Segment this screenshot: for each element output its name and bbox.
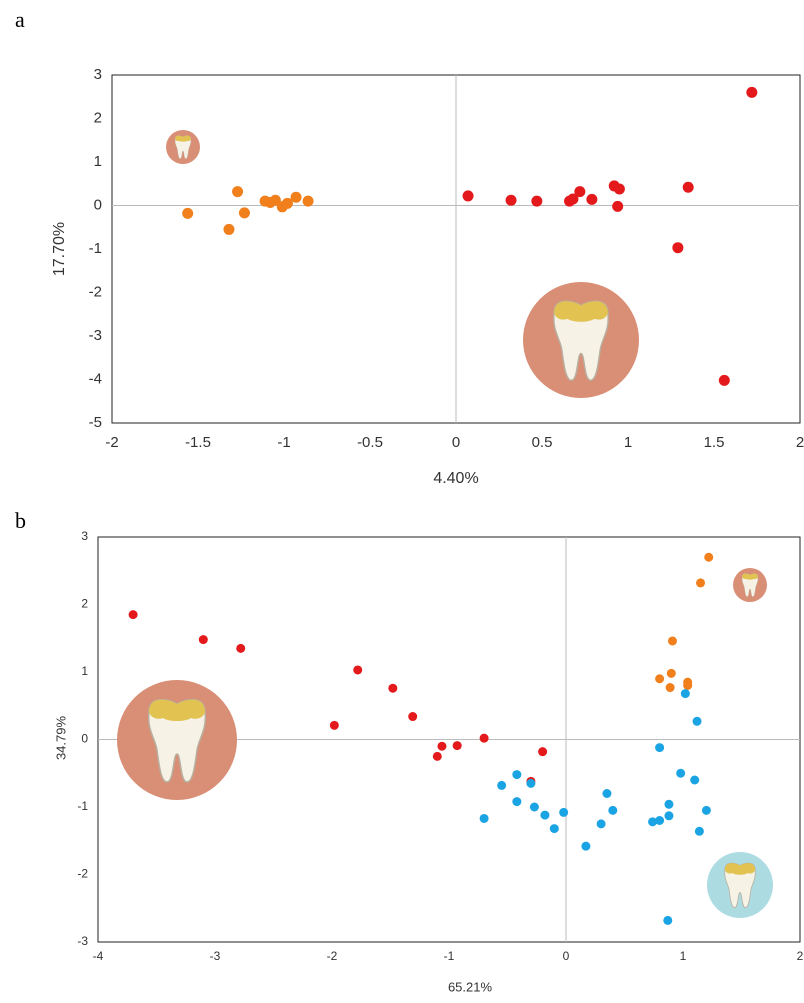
data-point [437,742,446,751]
x-tick-label: -2 [105,434,118,451]
data-point [463,190,474,201]
y-axis-title: 34.79% [53,716,68,761]
data-point [672,242,683,253]
x-tick-label: 2 [796,434,804,451]
y-tick-label: 1 [81,664,88,678]
y-tick-label: -5 [89,414,102,431]
data-point [433,752,442,761]
data-point [408,712,417,721]
data-point [602,789,611,798]
data-point [664,811,673,820]
data-point [719,375,730,386]
data-point [676,769,685,778]
x-axis-title: 65.21% [448,979,493,994]
data-point [129,610,138,619]
data-point [182,208,193,219]
data-point [704,553,713,562]
y-tick-label: -2 [77,867,88,881]
data-point [695,827,704,836]
y-tick-label: 2 [94,109,102,126]
data-point [608,806,617,815]
panel-label: b [15,508,26,533]
data-point [597,819,606,828]
data-point [538,747,547,756]
data-point [239,207,250,218]
x-tick-label: -1.5 [185,434,211,451]
x-tick-label: -1 [277,434,290,451]
data-point [696,578,705,587]
x-tick-label: -0.5 [357,434,383,451]
data-point [480,734,489,743]
x-tick-label: -3 [210,949,221,963]
y-tick-label: -4 [89,370,102,387]
x-tick-label: 1 [624,434,632,451]
x-axis-title: 4.40% [433,470,478,487]
data-point [512,770,521,779]
data-point [497,781,506,790]
x-tick-label: 0.5 [532,434,553,451]
y-tick-label: 1 [94,153,102,170]
data-point [388,684,397,693]
data-point [667,669,676,678]
y-tick-label: -2 [89,283,102,300]
x-tick-label: 0 [563,949,570,963]
data-point [681,689,690,698]
y-tick-label: -1 [77,799,88,813]
data-point [666,683,675,692]
data-point [746,87,757,98]
data-point [664,800,673,809]
data-point [668,636,677,645]
data-point [614,183,625,194]
y-tick-label: -3 [77,934,88,948]
y-tick-label: -3 [89,327,102,344]
y-tick-label: 3 [94,66,102,83]
data-point [480,814,489,823]
data-point [550,824,559,833]
data-point [512,797,521,806]
data-point [303,196,314,207]
data-point [574,186,585,197]
data-point [683,182,694,193]
data-point [648,817,657,826]
data-point [559,808,568,817]
data-point [236,644,245,653]
x-tick-label: 1 [680,949,687,963]
data-point [506,195,517,206]
data-point [531,196,542,207]
y-tick-label: -1 [89,240,102,257]
x-tick-label: -1 [444,949,455,963]
data-point [199,635,208,644]
x-tick-label: 1.5 [704,434,725,451]
data-point [232,186,243,197]
data-point [540,811,549,820]
data-point [612,201,623,212]
data-point [690,776,699,785]
x-tick-label: -2 [327,949,338,963]
panel-label: a [15,7,25,32]
data-point [655,674,664,683]
data-point [526,779,535,788]
data-point [330,721,339,730]
data-point [223,224,234,235]
data-point [353,665,362,674]
x-tick-label: -4 [93,949,104,963]
data-point [683,678,692,687]
y-tick-label: 3 [81,529,88,543]
data-point [586,194,597,205]
data-point [702,806,711,815]
data-point [291,192,302,203]
y-tick-label: 0 [94,196,102,213]
data-point [663,916,672,925]
data-point [453,741,462,750]
y-tick-label: 0 [81,732,88,746]
data-point [693,717,702,726]
x-tick-label: 0 [452,434,460,451]
y-tick-label: 2 [81,597,88,611]
figure: a -2 -1.5 -1 -0.5 0 0.5 1 1.5 2 -5 -4 -3 -2 -1 0 1 2 3 4.40… [0,0,804,998]
x-tick-label: 2 [797,949,804,963]
y-axis-title: 17.70% [51,222,68,276]
data-point [530,803,539,812]
data-point [655,743,664,752]
data-point [581,842,590,851]
